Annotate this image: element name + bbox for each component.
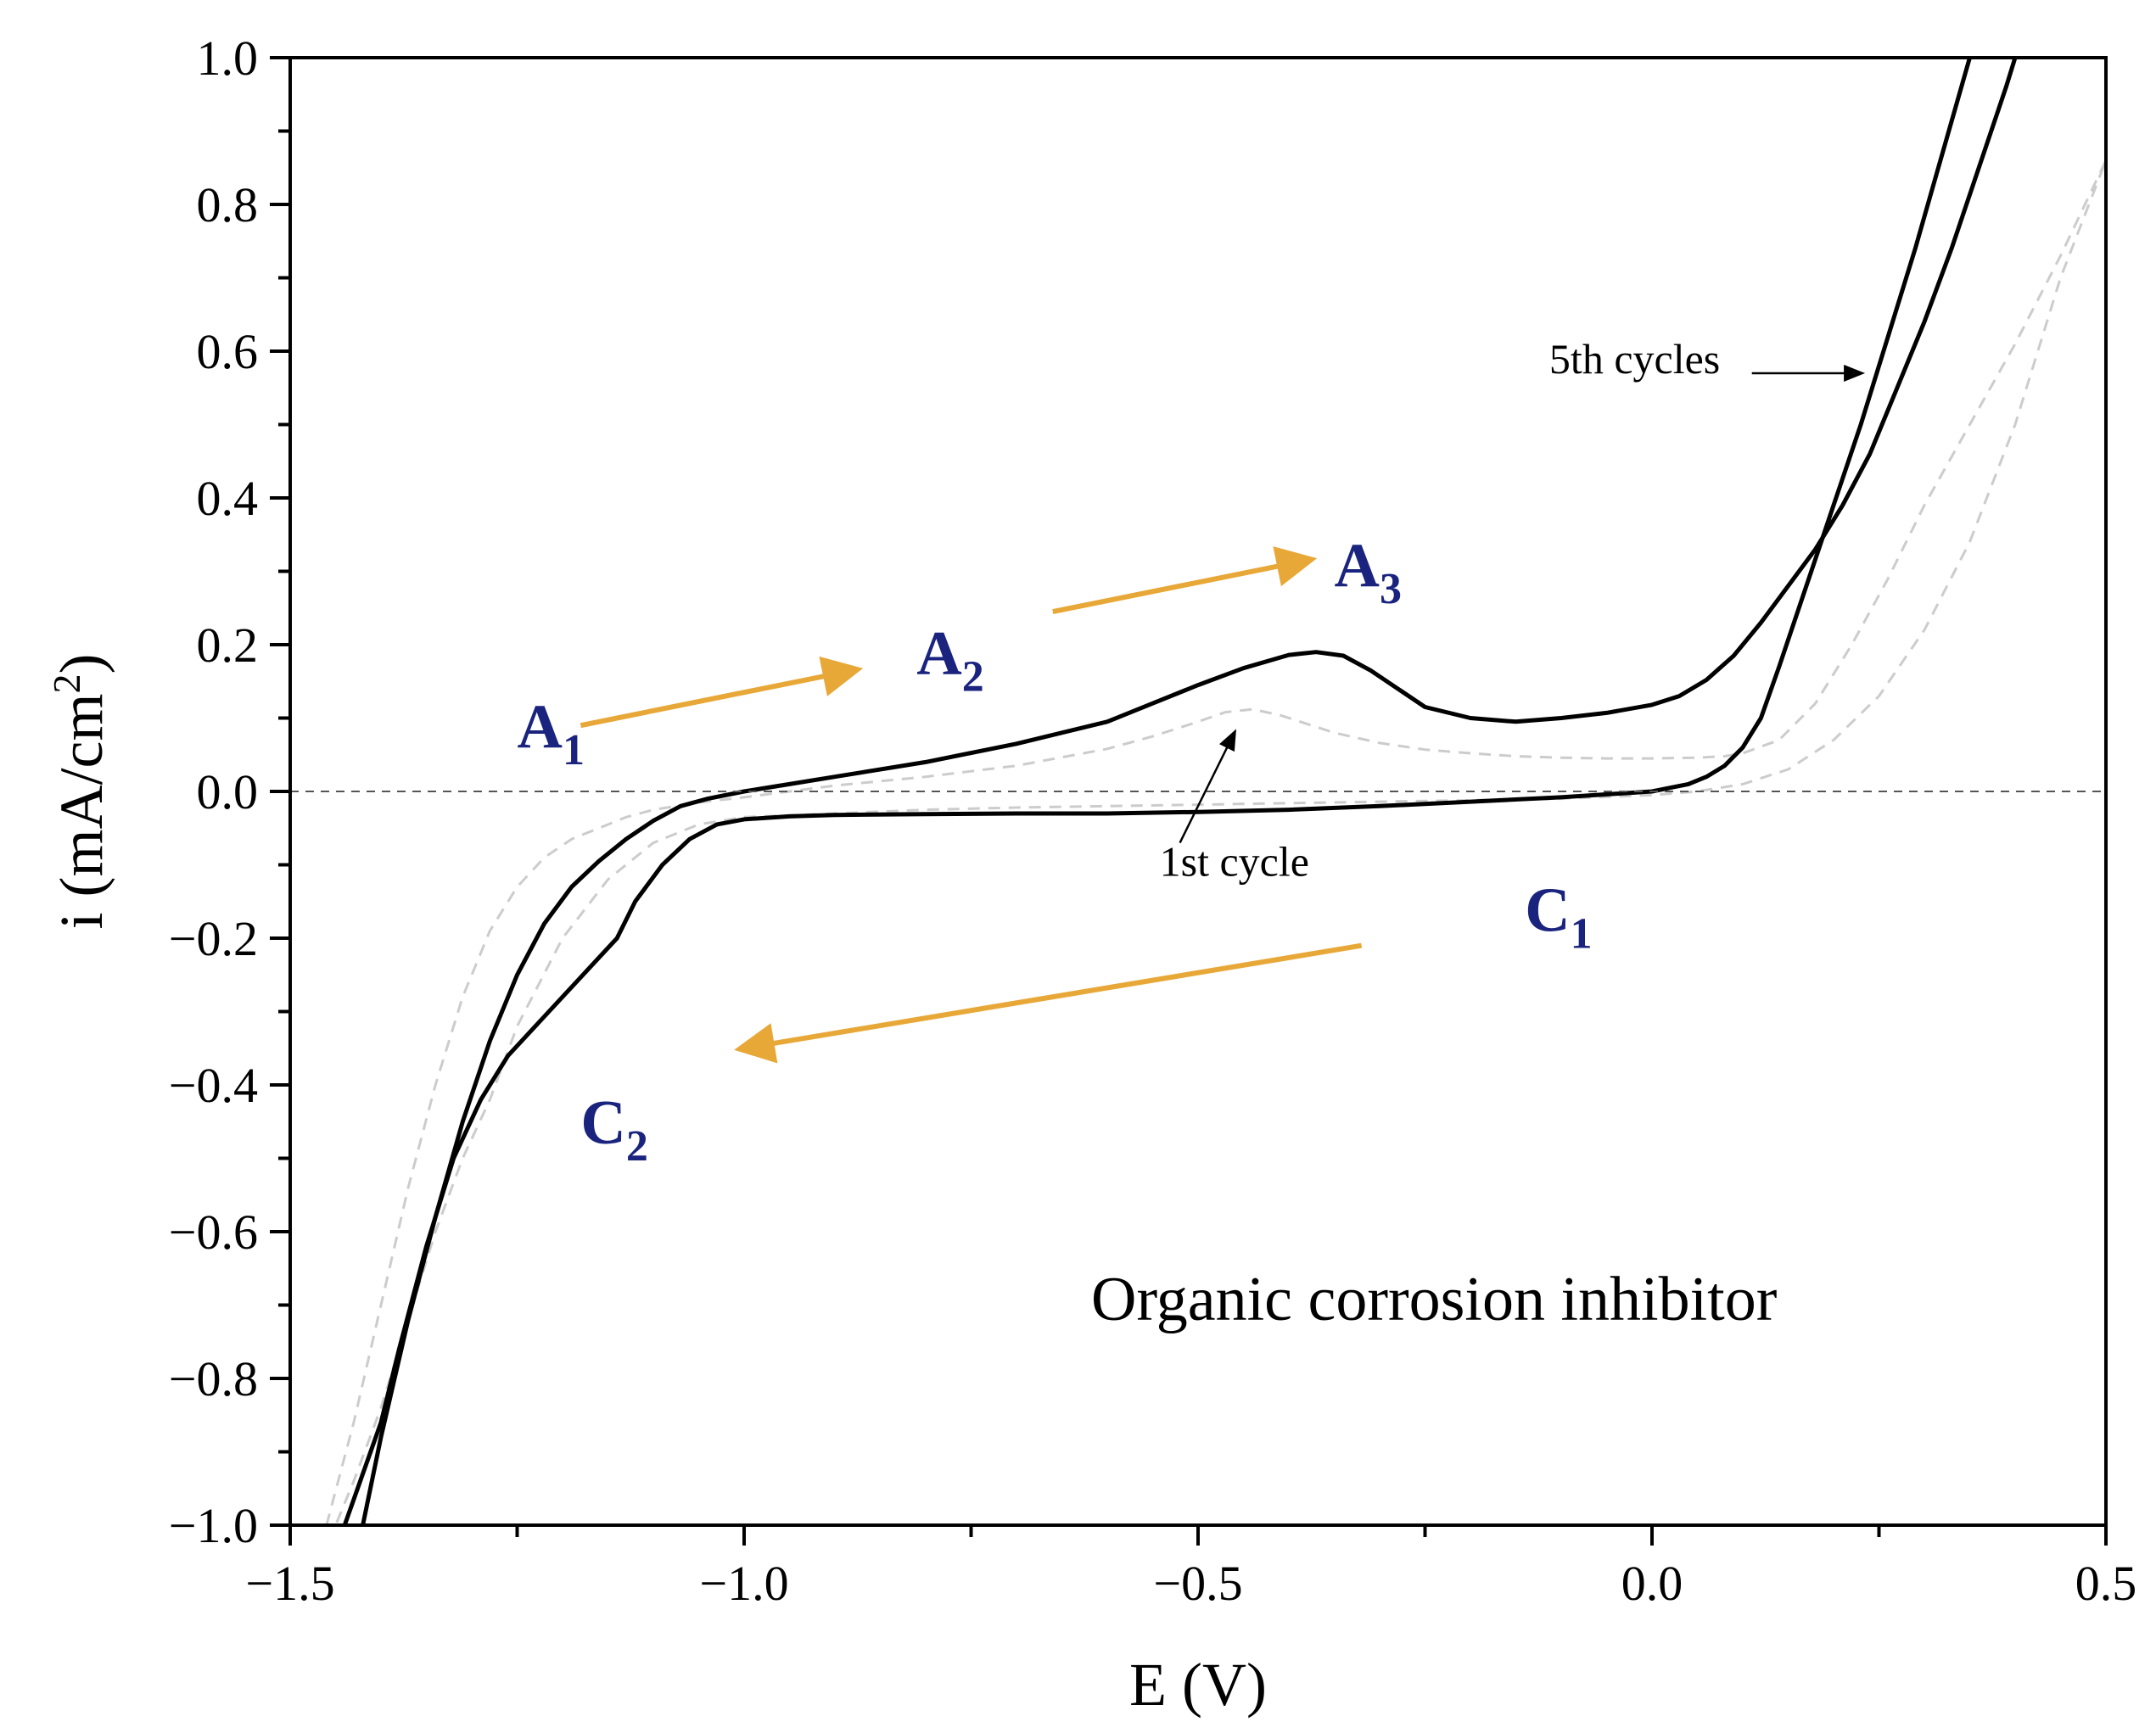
y-tick-label: 0.2 [197, 618, 259, 673]
y-axis: −1.0 −0.8 −0.6 −0.4 −0.2 0.0 0.2 0.4 0.6 0.8 1.0 [169, 31, 290, 1553]
y-tick-label: 0.6 [197, 324, 259, 379]
scan-direction-arrow [1052, 546, 1318, 615]
inset-label: Organic corrosion inhibitor [1091, 1265, 1777, 1334]
series-line-1 [325, 159, 2106, 1525]
peak-label: C2 [580, 1088, 647, 1171]
x-tick-label: 0.0 [1621, 1556, 1683, 1611]
y-tick-label: −0.2 [169, 911, 258, 966]
x-tick-label: −0.5 [1153, 1556, 1242, 1611]
y-tick-label: −0.4 [169, 1058, 258, 1113]
annotation-label: 1st cycle [1160, 837, 1309, 885]
scan-direction-arrow [580, 656, 864, 729]
y-tick-label: −0.8 [169, 1351, 258, 1406]
y-axis-title-main: i (mA/cm [48, 694, 115, 930]
direction-arrows [580, 546, 1363, 1064]
y-tick-label: 0.4 [197, 471, 259, 526]
annotations: 1st cycle 5th cycles [1160, 335, 1866, 885]
peak-label: C1 [1525, 875, 1592, 958]
peak-label: A1 [518, 692, 585, 774]
annotation-label: 5th cycles [1549, 335, 1720, 383]
y-tick-label: 0.8 [197, 177, 259, 232]
annotation-arrow [1179, 729, 1237, 844]
x-axis-title: E (V) [1129, 1651, 1267, 1719]
series-layer [325, 58, 2106, 1525]
x-tick-label: 0.5 [2075, 1556, 2137, 1611]
y-tick-label: −1.0 [169, 1498, 258, 1553]
y-tick-label: −0.6 [169, 1205, 258, 1260]
peak-labels: A1 A2 A3 C1 C2 [518, 531, 1593, 1171]
y-axis-title-close: ) [48, 654, 115, 674]
peak-label: A3 [1335, 531, 1402, 613]
peak-label: A2 [916, 619, 983, 702]
x-axis: −1.5 −1.0 −0.5 0.0 0.5 [245, 1525, 2136, 1611]
y-axis-title-superscript: 2 [45, 674, 88, 694]
scan-direction-arrow [734, 942, 1363, 1064]
y-axis-title: i (mA/cm2) [45, 654, 115, 930]
y-tick-label: 1.0 [197, 31, 259, 86]
y-tick-label: 0.0 [197, 764, 259, 819]
x-tick-label: −1.5 [245, 1556, 334, 1611]
series-line-3 [342, 58, 1972, 1525]
x-tick-label: −1.0 [699, 1556, 788, 1611]
